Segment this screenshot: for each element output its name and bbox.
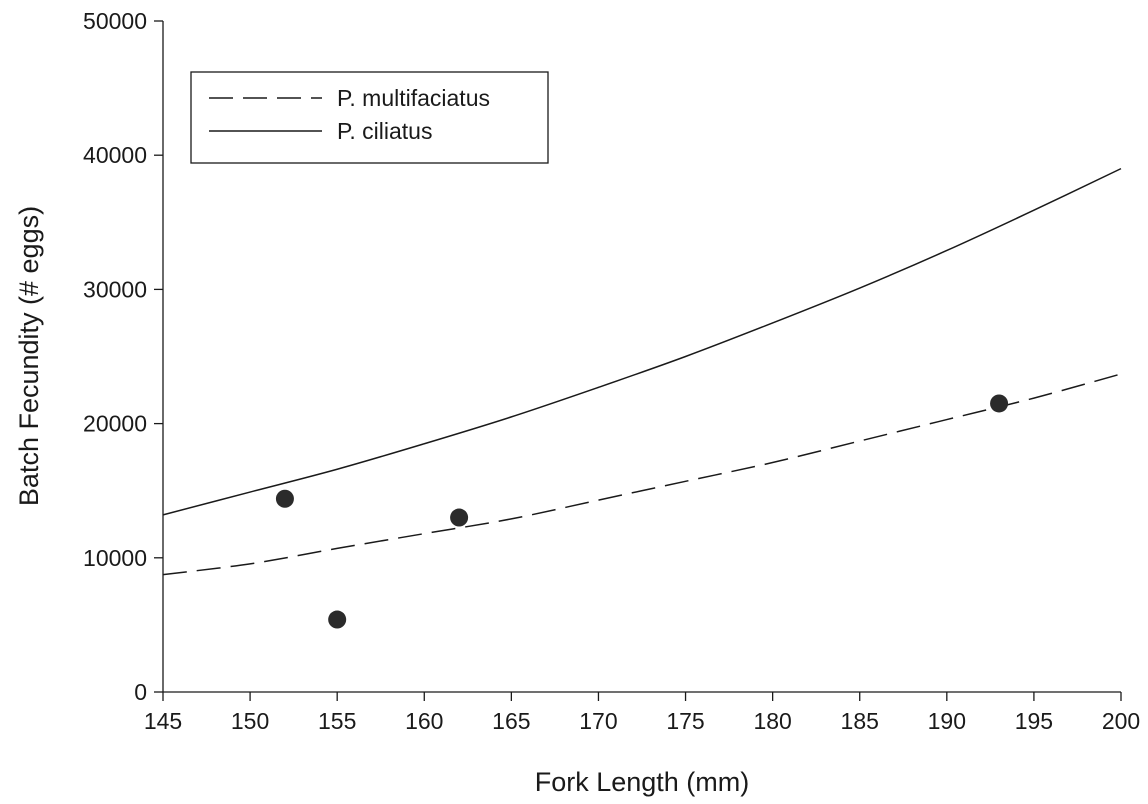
scatter-point — [450, 508, 469, 527]
x-tick-label: 200 — [1102, 708, 1140, 734]
y-tick-label: 40000 — [83, 142, 147, 168]
x-tick-label: 155 — [318, 708, 356, 734]
x-tick-label: 180 — [753, 708, 791, 734]
scatter-points — [275, 394, 1009, 629]
legend-label: P. multifaciatus — [337, 85, 490, 111]
x-tick-label: 150 — [231, 708, 269, 734]
x-tick-label: 165 — [492, 708, 530, 734]
x-tick-label: 160 — [405, 708, 443, 734]
x-tick-label: 170 — [579, 708, 617, 734]
y-tick-label: 10000 — [83, 545, 147, 571]
x-tick-label: 185 — [841, 708, 879, 734]
x-axis-title: Fork Length (mm) — [535, 767, 750, 797]
legend: P. multifaciatus P. ciliatus — [190, 71, 549, 164]
legend-box — [190, 71, 549, 164]
y-axis-title: Batch Fecundity (# eggs) — [14, 206, 44, 506]
x-tick-label: 190 — [928, 708, 966, 734]
x-tick-label: 145 — [144, 708, 182, 734]
scatter-point — [990, 394, 1009, 413]
series-line — [162, 167, 1122, 516]
scatter-point — [275, 489, 294, 508]
y-tick-label: 50000 — [83, 8, 147, 34]
legend-label: P. ciliatus — [337, 118, 432, 144]
axes: 145 150 155 160 165 170 175 180 185 190 195 200 0 100… — [83, 8, 1140, 734]
plot-area — [162, 167, 1122, 576]
scatter-point — [328, 610, 347, 629]
y-tick-label: 30000 — [83, 276, 147, 302]
x-tick-label: 175 — [666, 708, 704, 734]
x-tick-label: 195 — [1015, 708, 1053, 734]
series-line — [162, 373, 1122, 576]
y-tick-label: 20000 — [83, 411, 147, 437]
y-tick-label: 0 — [134, 679, 147, 705]
